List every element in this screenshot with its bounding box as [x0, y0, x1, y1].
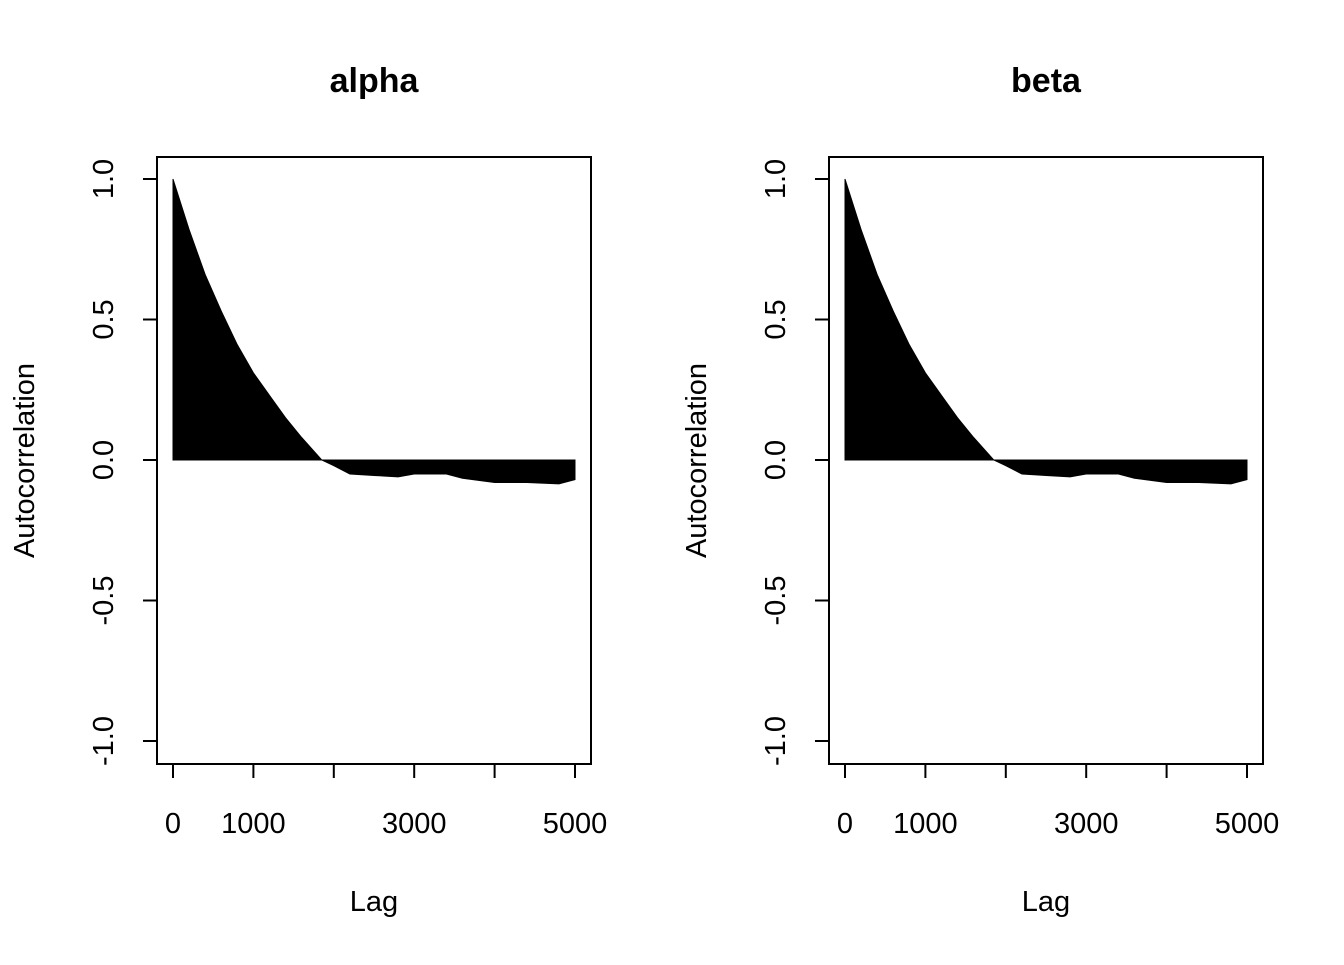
x-axis-label: Lag: [350, 886, 398, 918]
acf-area-alpha: [172, 178, 576, 485]
x-tick-label: 1000: [221, 808, 286, 840]
y-tick-label: 1.0: [760, 159, 792, 199]
x-tick-label: 0: [837, 808, 853, 840]
acf-area-beta: [844, 178, 1248, 485]
y-tick-label: -0.5: [88, 576, 120, 626]
x-tick-label: 0: [165, 808, 181, 840]
y-tick-label: -0.5: [760, 576, 792, 626]
x-tick-label: 3000: [1054, 808, 1119, 840]
y-tick-label: 0.5: [760, 299, 792, 339]
y-tick-label: -1.0: [88, 716, 120, 766]
y-tick-label: 1.0: [88, 159, 120, 199]
x-tick-label: 5000: [1215, 808, 1280, 840]
y-tick-label: 0.5: [88, 299, 120, 339]
y-axis-label: Autocorrelation: [681, 363, 713, 558]
x-axis-label: Lag: [1022, 886, 1070, 918]
x-tick-label: 1000: [893, 808, 958, 840]
chart-title: beta: [1011, 62, 1082, 100]
y-axis-label: Autocorrelation: [9, 363, 41, 558]
x-tick-label: 5000: [543, 808, 608, 840]
x-tick-label: 3000: [382, 808, 447, 840]
chart-title: alpha: [330, 62, 420, 100]
y-tick-label: 0.0: [760, 440, 792, 480]
y-tick-label: 0.0: [88, 440, 120, 480]
y-tick-label: -1.0: [760, 716, 792, 766]
